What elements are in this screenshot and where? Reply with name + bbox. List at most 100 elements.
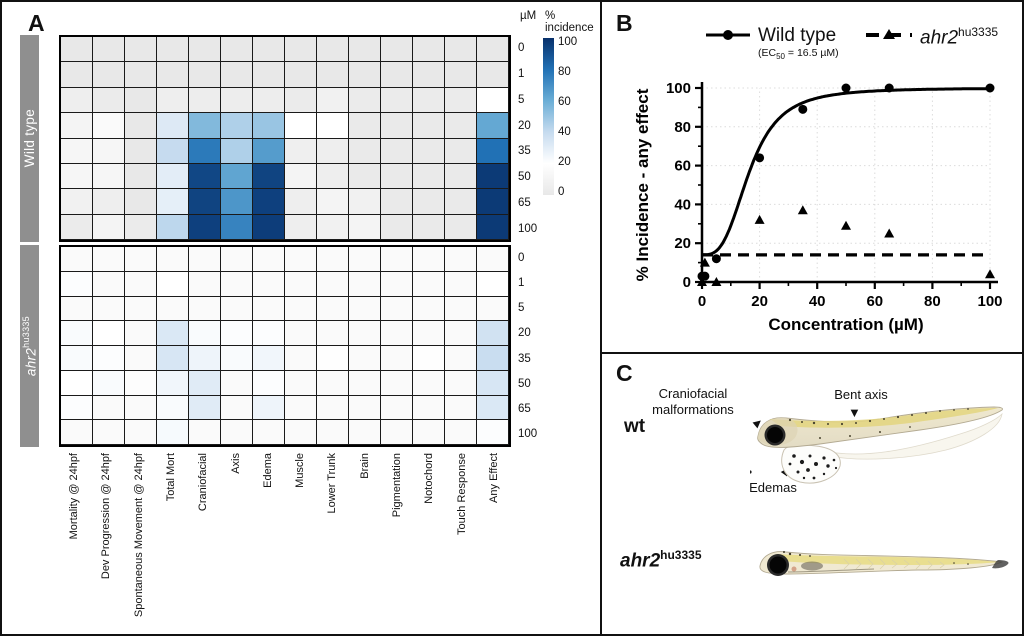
heatmap-cell — [61, 214, 93, 240]
legend-item-wild-type: Wild type (EC50 = 16.5 µM) — [704, 26, 839, 61]
heatmap-cell — [221, 138, 253, 164]
colorbar-gradient — [543, 38, 554, 195]
colorbar-title: % incidence — [545, 10, 594, 34]
concentration-row-label: 35 — [518, 145, 531, 158]
concentration-row-label: 0 — [518, 41, 525, 54]
endpoint-column-label: Mortality @ 24hpf — [68, 453, 81, 540]
heatmap-cell — [253, 247, 285, 272]
heatmap-cell — [317, 62, 349, 88]
heatmap-cell — [381, 395, 413, 421]
heatmap-cell — [349, 296, 381, 322]
group-bar-ahr2-label: ahr2hu3335 — [20, 315, 39, 377]
heatmap-cell — [253, 214, 285, 240]
heatmap-cell — [477, 87, 509, 114]
heatmap-cell — [381, 62, 413, 88]
heatmap-cell — [221, 87, 253, 114]
heatmap-cell — [349, 420, 381, 445]
um-unit-label: µM — [520, 10, 537, 22]
heatmap-cell — [189, 214, 221, 240]
y-tick-label: 20 — [674, 235, 691, 252]
heatmap-cell — [317, 370, 349, 396]
heatmap-cell — [93, 271, 125, 297]
heatmap-cell — [413, 370, 445, 396]
heatmap-cell — [157, 87, 189, 114]
heatmap-cell — [253, 87, 285, 114]
heatmap-cell — [317, 395, 349, 421]
heatmap-cell — [189, 189, 221, 215]
heatmap-cell — [125, 163, 157, 190]
y-tick-label: 60 — [674, 158, 691, 175]
legend-label-wild-type: Wild type — [758, 25, 837, 46]
heatmap-cell — [381, 113, 413, 139]
heatmap-cell — [221, 296, 253, 322]
heatmap-cell — [349, 247, 381, 272]
heatmap-cell — [61, 189, 93, 215]
heatmap-cell — [477, 420, 509, 445]
y-tick-label: 80 — [674, 119, 691, 136]
heatmap-cell — [157, 214, 189, 240]
endpoint-column-label: Any Effect — [487, 453, 500, 503]
heatmap-cell — [61, 370, 93, 396]
heatmap-cell — [349, 37, 381, 63]
legend-ec50-note: (EC50 = 16.5 µM) — [758, 47, 839, 62]
heatmap-cell — [349, 87, 381, 114]
heatmap-cell — [93, 214, 125, 240]
heatmap-cell — [125, 189, 157, 215]
heatmap-cell — [381, 321, 413, 346]
heatmap-cell — [221, 62, 253, 88]
heatmap-cell — [253, 37, 285, 63]
x-tick-label: 0 — [698, 293, 706, 310]
endpoint-column-label: Lower Trunk — [326, 453, 339, 514]
colorbar-tick-label: 100 — [558, 36, 578, 48]
heatmap-cell — [477, 346, 509, 371]
concentration-row-label: 100 — [518, 428, 538, 441]
heatmap-cell — [61, 113, 93, 139]
heatmap-cell — [477, 37, 509, 63]
heatmap-cell — [349, 395, 381, 421]
heatmap-cell — [157, 321, 189, 346]
wt-fish-image — [750, 406, 1003, 484]
heatmap-cell — [381, 214, 413, 240]
heatmap-cell — [61, 163, 93, 190]
heatmap-cell — [189, 113, 221, 139]
colorbar-tick-labels: 100 80 60 40 20 0 — [558, 36, 588, 198]
heatmap-cell — [349, 321, 381, 346]
x-tick-label: 20 — [751, 293, 768, 310]
concentration-row-label: 5 — [518, 93, 525, 106]
heatmap-cell — [445, 346, 477, 371]
heatmap-cell — [61, 247, 93, 272]
heatmap-cell — [317, 138, 349, 164]
ahr2-data-point — [699, 257, 710, 267]
heatmap-cell — [317, 163, 349, 190]
heatmap-cell — [317, 189, 349, 215]
heatmap-cell — [349, 271, 381, 297]
heatmap-cell — [125, 87, 157, 114]
heatmap-cell — [61, 420, 93, 445]
wild-type-fit-curve — [701, 87, 990, 257]
y-axis-title: % Incidence - any effect — [633, 88, 652, 281]
heatmap-cell — [189, 321, 221, 346]
heatmap-cell — [413, 37, 445, 63]
heatmap-cell — [221, 247, 253, 272]
endpoint-column-label: Touch Response — [455, 453, 468, 535]
heatmap-cell — [93, 296, 125, 322]
heatmap-cell — [381, 271, 413, 297]
heatmap-cell — [221, 321, 253, 346]
heatmap-cell — [445, 420, 477, 445]
heatmap-cell — [189, 37, 221, 63]
concentration-row-label: 20 — [518, 327, 531, 340]
heatmap-cell — [61, 321, 93, 346]
heatmap-cell — [477, 370, 509, 396]
heatmap-cell — [189, 62, 221, 88]
concentration-row-label: 65 — [518, 403, 531, 416]
heatmap-cell — [381, 189, 413, 215]
x-axis-title: Concentration (µM) — [768, 315, 923, 334]
heatmap-cell — [189, 247, 221, 272]
heatmap-cell — [253, 189, 285, 215]
heatmap-cell — [61, 37, 93, 63]
heatmap-column-labels: Mortality @ 24hpf Dev Progression @ 24hpf… — [59, 451, 511, 634]
heatmap-cell — [285, 247, 317, 272]
panel-divider-vertical — [600, 2, 602, 634]
endpoint-column-label: Brain — [358, 453, 371, 479]
heatmap-cell — [445, 189, 477, 215]
